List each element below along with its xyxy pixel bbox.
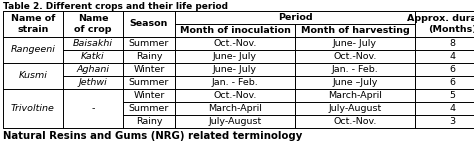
Bar xyxy=(175,11,415,24)
Bar xyxy=(3,37,63,63)
Text: Approx. duration
(Months): Approx. duration (Months) xyxy=(407,14,474,34)
Bar xyxy=(3,89,63,128)
Bar xyxy=(3,63,63,89)
Text: June –July: June –July xyxy=(332,78,378,87)
Bar xyxy=(175,63,295,76)
Bar xyxy=(295,89,415,102)
Bar xyxy=(175,102,295,115)
Text: Period: Period xyxy=(278,13,312,22)
Bar xyxy=(295,115,415,128)
Bar xyxy=(415,50,474,63)
Bar xyxy=(63,63,123,76)
Bar xyxy=(63,50,123,63)
Text: Kusmi: Kusmi xyxy=(18,71,47,81)
Bar xyxy=(415,11,474,37)
Text: Aghani: Aghani xyxy=(76,65,109,74)
Text: 4: 4 xyxy=(449,104,456,113)
Text: Winter: Winter xyxy=(133,65,164,74)
Text: 8: 8 xyxy=(449,39,456,48)
Bar xyxy=(415,102,474,115)
Text: Trivoltine: Trivoltine xyxy=(11,104,55,113)
Bar xyxy=(123,50,175,63)
Bar xyxy=(3,11,474,128)
Text: Jan. - Feb.: Jan. - Feb. xyxy=(332,65,378,74)
Text: Name
of crop: Name of crop xyxy=(74,14,112,34)
Bar xyxy=(415,76,474,89)
Text: Oct.-Nov.: Oct.-Nov. xyxy=(213,39,257,48)
Text: Month of inoculation: Month of inoculation xyxy=(180,26,291,35)
Text: March-April: March-April xyxy=(208,104,262,113)
Text: Month of harvesting: Month of harvesting xyxy=(301,26,410,35)
Text: Rainy: Rainy xyxy=(136,52,162,61)
Text: Katki: Katki xyxy=(81,52,105,61)
Bar xyxy=(295,24,415,37)
Text: Natural Resins and Gums (NRG) related terminology: Natural Resins and Gums (NRG) related te… xyxy=(3,131,302,141)
Text: Oct.-Nov.: Oct.-Nov. xyxy=(333,117,377,126)
Bar xyxy=(123,89,175,102)
Bar xyxy=(63,11,123,37)
Text: March-April: March-April xyxy=(328,91,382,100)
Bar xyxy=(295,50,415,63)
Text: 5: 5 xyxy=(449,91,456,100)
Text: Summer: Summer xyxy=(129,39,169,48)
Bar xyxy=(123,115,175,128)
Bar xyxy=(175,89,295,102)
Text: Name of
strain: Name of strain xyxy=(11,14,55,34)
Text: June- July: June- July xyxy=(213,52,257,61)
Text: Oct.-Nov.: Oct.-Nov. xyxy=(213,91,257,100)
Text: Baisakhi: Baisakhi xyxy=(73,39,113,48)
Bar xyxy=(63,37,123,50)
Text: 4: 4 xyxy=(449,52,456,61)
Text: Summer: Summer xyxy=(129,104,169,113)
Bar xyxy=(415,63,474,76)
Text: Table 2. Different crops and their life period: Table 2. Different crops and their life … xyxy=(3,2,228,11)
Text: Summer: Summer xyxy=(129,78,169,87)
Bar xyxy=(3,11,63,37)
Bar xyxy=(295,63,415,76)
Text: Season: Season xyxy=(130,19,168,29)
Bar xyxy=(123,76,175,89)
Text: Rainy: Rainy xyxy=(136,117,162,126)
Bar xyxy=(175,50,295,63)
Text: 6: 6 xyxy=(449,78,456,87)
Bar xyxy=(123,11,175,37)
Bar xyxy=(415,37,474,50)
Text: June- July: June- July xyxy=(333,39,377,48)
Text: Winter: Winter xyxy=(133,91,164,100)
Bar xyxy=(175,76,295,89)
Bar xyxy=(123,63,175,76)
Bar xyxy=(123,102,175,115)
Bar xyxy=(415,89,474,102)
Bar xyxy=(63,89,123,128)
Text: July-August: July-August xyxy=(209,117,262,126)
Bar xyxy=(175,115,295,128)
Bar xyxy=(63,76,123,89)
Text: July-August: July-August xyxy=(328,104,382,113)
Text: Oct.-Nov.: Oct.-Nov. xyxy=(333,52,377,61)
Bar xyxy=(295,37,415,50)
Text: June- July: June- July xyxy=(213,65,257,74)
Text: 6: 6 xyxy=(449,65,456,74)
Bar xyxy=(415,115,474,128)
Bar xyxy=(175,24,295,37)
Text: -: - xyxy=(91,104,95,113)
Text: Jan. - Feb.: Jan. - Feb. xyxy=(211,78,258,87)
Text: Rangeeni: Rangeeni xyxy=(10,46,55,54)
Bar xyxy=(295,102,415,115)
Bar xyxy=(175,37,295,50)
Bar xyxy=(123,37,175,50)
Text: Jethwi: Jethwi xyxy=(79,78,108,87)
Text: 3: 3 xyxy=(449,117,456,126)
Bar xyxy=(295,76,415,89)
